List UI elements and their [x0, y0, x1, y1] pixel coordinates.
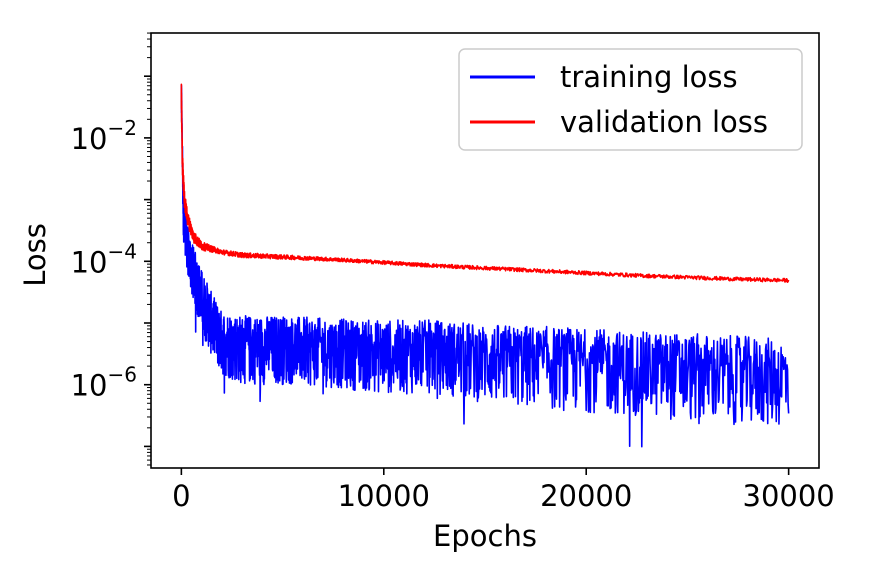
y-tick-label: 10−2 — [71, 116, 137, 156]
y-tick-base: 10 — [71, 245, 108, 279]
x-axis: 0 10000 20000 30000 — [172, 468, 835, 513]
y-tick-label: 10−4 — [71, 239, 137, 279]
y-tick-base: 10 — [71, 122, 108, 156]
x-tick-label: 10000 — [338, 479, 430, 513]
legend-label-training: training loss — [560, 60, 738, 94]
y-tick-exponent: −2 — [108, 116, 137, 140]
legend-box — [458, 48, 803, 151]
plot-frame — [150, 32, 820, 469]
legend-label-validation: validation loss — [560, 105, 768, 139]
series-line-training-loss — [180, 84, 790, 448]
x-tick-label: 0 — [172, 479, 190, 513]
y-tick-exponent: −4 — [108, 239, 137, 263]
y-tick-label: 10−6 — [71, 363, 137, 403]
series-layer — [180, 83, 790, 448]
y-axis: 10−210−410−6 — [71, 32, 151, 466]
y-axis-label: Loss — [18, 223, 52, 287]
x-tick-label: 20000 — [540, 479, 632, 513]
series-line-validation-loss — [180, 83, 790, 284]
y-tick-exponent: −6 — [108, 363, 137, 387]
x-axis-label: Epochs — [433, 519, 537, 553]
y-tick-base: 10 — [71, 369, 108, 403]
legend: training loss validation loss — [458, 48, 803, 151]
x-tick-label: 30000 — [743, 479, 835, 513]
